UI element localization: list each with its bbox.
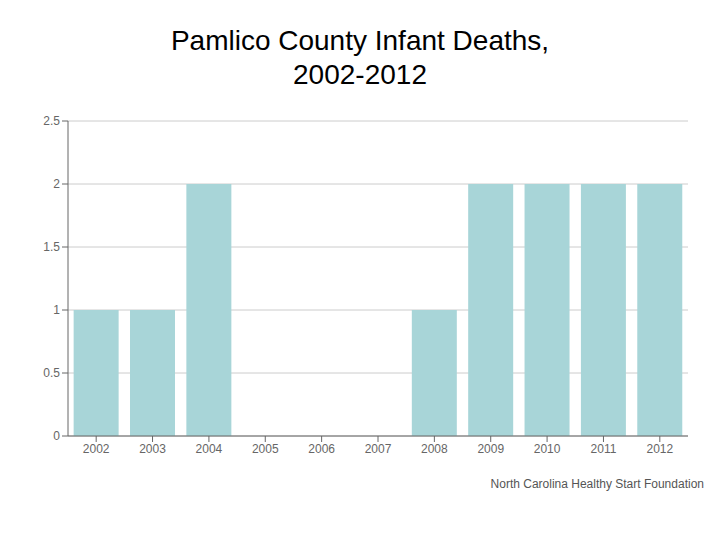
svg-text:0: 0 [53, 429, 60, 443]
svg-text:1: 1 [53, 303, 60, 317]
svg-text:2004: 2004 [196, 442, 223, 456]
svg-text:2007: 2007 [365, 442, 392, 456]
svg-text:2006: 2006 [308, 442, 335, 456]
svg-text:2009: 2009 [477, 442, 504, 456]
svg-text:2.5: 2.5 [43, 114, 60, 128]
svg-text:2012: 2012 [646, 442, 673, 456]
html-text:North Carolina Healthy Start F: North Carolina Healthy Start Foundation [490, 477, 704, 492]
svg-text:0.5: 0.5 [43, 366, 60, 380]
svg-text:2011: 2011 [591, 442, 617, 456]
svg-text:2010: 2010 [534, 442, 561, 456]
svg-text:2002: 2002 [83, 442, 110, 456]
svg-text:1.5: 1.5 [43, 240, 60, 254]
svg-text:2003: 2003 [139, 442, 166, 456]
svg-text:2005: 2005 [252, 442, 279, 456]
svg-text:2008: 2008 [421, 442, 448, 456]
html-text:Pamlico County Infant Deaths,: Pamlico County Infant Deaths, 2002-2012 [170, 25, 550, 90]
svg-text:2: 2 [53, 177, 60, 191]
